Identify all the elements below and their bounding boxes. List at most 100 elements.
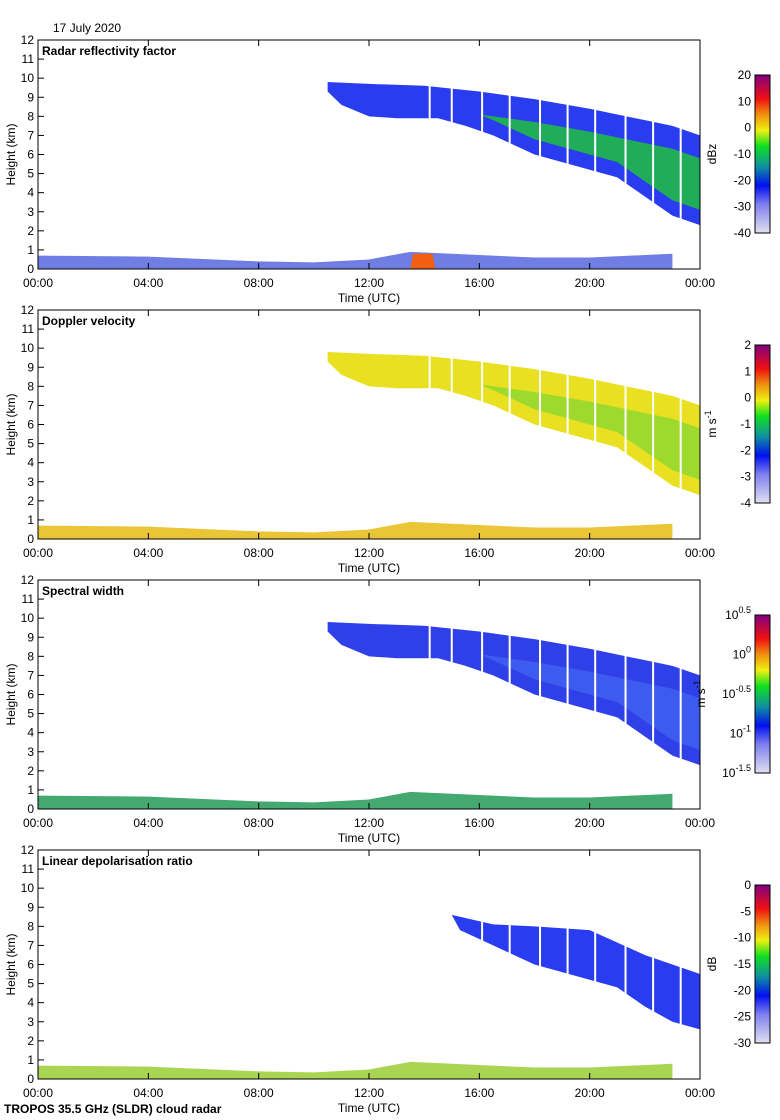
- y-tick-label: 1: [27, 783, 34, 797]
- cloud-core-echo: [479, 114, 700, 210]
- y-tick-label: 11: [22, 592, 35, 606]
- x-axis-label: Time (UTC): [338, 561, 400, 575]
- colorbar-tick-label: -4: [740, 496, 751, 510]
- y-tick-label: 8: [27, 109, 34, 123]
- y-tick-label: 8: [27, 649, 34, 663]
- y-axis-label: Height (km): [4, 393, 18, 455]
- upper-cloud-echo: [327, 81, 700, 226]
- x-tick-label: 12:00: [354, 546, 384, 560]
- colorbar-tick-label: -10: [734, 931, 752, 945]
- x-tick-label: 12:00: [354, 816, 384, 830]
- y-tick-label: 3: [27, 745, 34, 759]
- y-tick-label: 9: [27, 90, 34, 104]
- y-tick-label: 6: [27, 148, 34, 162]
- y-tick-label: 4: [27, 186, 34, 200]
- x-tick-label: 00:00: [685, 1086, 715, 1100]
- y-tick-label: 9: [27, 630, 34, 644]
- y-tick-label: 0: [27, 532, 34, 546]
- y-tick-label: 12: [21, 573, 35, 587]
- y-tick-label: 6: [27, 688, 34, 702]
- y-tick-label: 1: [27, 243, 34, 257]
- y-tick-label: 8: [27, 379, 34, 393]
- y-tick-label: 3: [27, 475, 34, 489]
- x-axis-label: Time (UTC): [338, 831, 400, 845]
- colorbar-unit: dB: [705, 957, 719, 972]
- y-tick-label: 12: [21, 303, 35, 317]
- colorbar-tick-label: 20: [738, 68, 752, 82]
- y-tick-label: 12: [21, 843, 35, 857]
- colorbar-tick-label: 1: [744, 364, 751, 378]
- colorbar-tick-label: -3: [740, 470, 751, 484]
- y-axis-label: Height (km): [4, 933, 18, 995]
- x-tick-label: 20:00: [575, 1086, 605, 1100]
- x-tick-label: 00:00: [685, 276, 715, 290]
- y-tick-label: 2: [27, 764, 34, 778]
- x-tick-label: 00:00: [23, 546, 53, 560]
- date-label: 17 July 2020: [53, 21, 121, 35]
- colorbar-tick-label: 0: [744, 391, 751, 405]
- y-tick-label: 7: [27, 938, 34, 952]
- upper-cloud-echo: [327, 621, 700, 766]
- x-tick-label: 16:00: [464, 276, 494, 290]
- x-tick-label: 16:00: [464, 546, 494, 560]
- x-axis-label: Time (UTC): [338, 1101, 400, 1115]
- x-tick-label: 00:00: [23, 1086, 53, 1100]
- y-tick-label: 0: [27, 262, 34, 276]
- colorbar-tick-label: -10: [734, 147, 752, 161]
- colorbar-tick-label: 0: [744, 121, 751, 135]
- low-layer-echo: [38, 791, 673, 809]
- colorbar: [754, 344, 771, 504]
- y-tick-label: 5: [27, 977, 34, 991]
- colorbar-tick-label: -20: [734, 983, 752, 997]
- y-tick-label: 0: [27, 1072, 34, 1086]
- y-tick-label: 4: [27, 456, 34, 470]
- panel-title: Radar reflectivity factor: [42, 44, 176, 58]
- y-axis-label: Height (km): [4, 123, 18, 185]
- upper-cloud-echo: [327, 351, 700, 496]
- colorbar-tick-label: 100: [733, 645, 751, 662]
- panel-title: Spectral width: [42, 584, 124, 598]
- colorbar-tick-label: 10-1: [730, 724, 751, 741]
- low-layer-echo: [38, 251, 673, 269]
- y-tick-label: 7: [27, 128, 34, 142]
- colorbar-unit: m s-1: [703, 410, 719, 437]
- colorbar: [754, 884, 771, 1044]
- y-tick-label: 10: [21, 71, 35, 85]
- colorbar-tick-label: 10-1.5: [722, 763, 751, 780]
- cloud-core-echo: [479, 384, 700, 480]
- x-tick-label: 08:00: [244, 1086, 274, 1100]
- y-tick-label: 9: [27, 360, 34, 374]
- y-tick-label: 6: [27, 958, 34, 972]
- colorbar-tick-label: -1: [740, 417, 751, 431]
- low-layer-echo: [38, 1061, 673, 1079]
- x-tick-label: 20:00: [575, 276, 605, 290]
- colorbar-tick-label: -5: [740, 904, 751, 918]
- x-tick-label: 08:00: [244, 546, 274, 560]
- y-tick-label: 6: [27, 418, 34, 432]
- upper-cloud-echo: [451, 914, 700, 1030]
- y-tick-label: 10: [21, 611, 35, 625]
- y-tick-label: 7: [27, 398, 34, 412]
- x-tick-label: 00:00: [685, 816, 715, 830]
- colorbar-tick-label: -40: [734, 226, 752, 240]
- y-axis-label: Height (km): [4, 663, 18, 725]
- colorbar-tick-label: -25: [734, 1010, 752, 1024]
- y-tick-label: 11: [22, 52, 35, 66]
- colorbar-tick-label: 100.5: [725, 605, 751, 622]
- x-tick-label: 00:00: [23, 816, 53, 830]
- colorbar-tick-label: 10-0.5: [722, 684, 751, 701]
- y-tick-label: 9: [27, 900, 34, 914]
- y-tick-label: 3: [27, 205, 34, 219]
- y-tick-label: 2: [27, 224, 34, 238]
- colorbar-tick-label: 10: [738, 94, 752, 108]
- x-tick-label: 20:00: [575, 816, 605, 830]
- x-tick-label: 04:00: [133, 546, 163, 560]
- panel-title: Doppler velocity: [42, 314, 136, 328]
- x-axis-label: Time (UTC): [338, 291, 400, 305]
- y-tick-label: 7: [27, 668, 34, 682]
- x-tick-label: 04:00: [133, 1086, 163, 1100]
